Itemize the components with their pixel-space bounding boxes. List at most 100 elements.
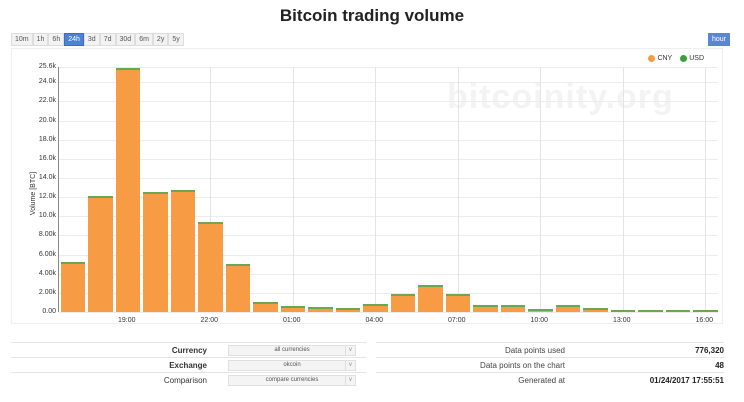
bar-14:00[interactable] bbox=[638, 310, 663, 312]
bar-06:00[interactable] bbox=[418, 284, 443, 312]
bar-16:00[interactable] bbox=[693, 310, 718, 312]
bar-17:00[interactable] bbox=[60, 261, 85, 312]
select-value: all currencies bbox=[274, 347, 310, 353]
chart-legend: CNY USD bbox=[648, 55, 704, 62]
range-button-24h[interactable]: 24h bbox=[64, 33, 84, 46]
gridline bbox=[59, 235, 718, 237]
interval-button[interactable]: hour bbox=[707, 33, 730, 46]
bar-04:00[interactable] bbox=[363, 303, 388, 312]
x-tick-label: 01:00 bbox=[282, 317, 301, 324]
bar-11:00[interactable] bbox=[555, 304, 580, 312]
watermark: bitcoinity.org bbox=[447, 78, 674, 116]
control-label: Comparison bbox=[163, 376, 207, 385]
chart-container bbox=[11, 48, 723, 324]
gridline bbox=[59, 254, 718, 256]
gridline bbox=[59, 139, 718, 141]
y-tick-label: 4.00k bbox=[38, 269, 56, 277]
gridline bbox=[59, 292, 718, 294]
legend-item-cny[interactable]: CNY bbox=[648, 55, 672, 62]
bar-23:00[interactable] bbox=[225, 264, 250, 312]
info-key: Data points used bbox=[504, 346, 565, 355]
info-row: Data points used 776,320 bbox=[376, 342, 724, 357]
control-row-currency: Currency all currencies ∨ bbox=[11, 342, 366, 357]
y-tick-label: 12.0k bbox=[38, 193, 56, 201]
range-button-6h[interactable]: 6h bbox=[48, 33, 65, 46]
select-value: okcoin bbox=[283, 362, 301, 368]
range-button-10m[interactable]: 10m bbox=[11, 33, 33, 46]
control-row-exchange: Exchange okcoin ∨ bbox=[11, 357, 366, 372]
gridline bbox=[59, 101, 718, 103]
bar-03:00[interactable] bbox=[335, 308, 360, 312]
info-value: 776,320 bbox=[695, 346, 724, 355]
bar-21:00[interactable] bbox=[170, 189, 195, 312]
y-tick-label: 24.0k bbox=[38, 78, 56, 86]
bar-05:00[interactable] bbox=[390, 293, 415, 312]
control-label: Exchange bbox=[169, 361, 207, 370]
bar-09:00[interactable] bbox=[500, 304, 525, 312]
bar-01:00[interactable] bbox=[280, 305, 305, 312]
comparison-select[interactable]: compare currencies ∨ bbox=[228, 375, 356, 386]
x-tick-label: 04:00 bbox=[365, 317, 384, 324]
y-tick-label: 6.00k bbox=[38, 250, 56, 258]
chevron-down-icon[interactable]: ∨ bbox=[345, 346, 355, 355]
bar-19:00[interactable] bbox=[115, 68, 140, 312]
vertical-gridline bbox=[622, 67, 624, 312]
legend-dot-icon bbox=[680, 55, 688, 62]
y-tick-label: 20.0k bbox=[38, 116, 56, 124]
gridline bbox=[59, 273, 718, 275]
x-tick-label: 10:00 bbox=[530, 317, 549, 324]
bar-10:00[interactable] bbox=[528, 308, 553, 312]
range-button-3d[interactable]: 3d bbox=[83, 33, 100, 46]
chevron-down-icon[interactable]: ∨ bbox=[345, 361, 355, 370]
gridline bbox=[59, 197, 718, 199]
bar-08:00[interactable] bbox=[473, 304, 498, 312]
x-tick-label: 16:00 bbox=[695, 317, 714, 324]
y-tick-label: 0.00 bbox=[42, 308, 56, 315]
gridline bbox=[59, 82, 718, 84]
gridline bbox=[59, 67, 718, 68]
x-tick-label: 13:00 bbox=[612, 317, 631, 324]
range-button-7d[interactable]: 7d bbox=[99, 33, 116, 46]
y-tick-label: 22.0k bbox=[38, 97, 56, 105]
range-button-1h[interactable]: 1h bbox=[32, 33, 49, 46]
legend-dot-icon bbox=[648, 55, 656, 62]
range-button-6m[interactable]: 6m bbox=[135, 33, 153, 46]
legend-item-usd[interactable]: USD bbox=[680, 55, 704, 62]
vertical-gridline bbox=[705, 67, 707, 312]
bar-18:00[interactable] bbox=[88, 195, 113, 312]
bar-00:00[interactable] bbox=[253, 302, 278, 312]
gridline bbox=[59, 120, 718, 122]
exchange-select[interactable]: okcoin ∨ bbox=[228, 360, 356, 371]
bar-12:00[interactable] bbox=[583, 308, 608, 312]
chevron-down-icon[interactable]: ∨ bbox=[345, 376, 355, 385]
gridline bbox=[59, 178, 718, 180]
vertical-gridline bbox=[540, 67, 542, 312]
bar-02:00[interactable] bbox=[308, 307, 333, 312]
bar-20:00[interactable] bbox=[143, 191, 168, 312]
legend-label: USD bbox=[689, 55, 704, 62]
bar-07:00[interactable] bbox=[445, 293, 470, 312]
x-tick-label: 07:00 bbox=[447, 317, 466, 324]
x-tick-label: 22:00 bbox=[200, 317, 219, 324]
range-selector: 10m 1h 6h 24h 3d 7d 30d 6m 2y 5y bbox=[11, 33, 184, 46]
info-row: Generated at 01/24/2017 17:55:51 bbox=[376, 372, 724, 387]
control-label: Currency bbox=[171, 346, 207, 355]
chart-title: Bitcoin trading volume bbox=[279, 6, 465, 25]
info-key: Generated at bbox=[518, 376, 565, 385]
range-button-5y[interactable]: 5y bbox=[168, 33, 184, 46]
currency-select[interactable]: all currencies ∨ bbox=[228, 345, 356, 356]
gridline bbox=[59, 158, 718, 160]
range-button-30d[interactable]: 30d bbox=[115, 33, 136, 46]
range-button-2y[interactable]: 2y bbox=[152, 33, 169, 46]
y-tick-label: 16.0k bbox=[38, 154, 56, 162]
control-row-comparison: Comparison compare currencies ∨ bbox=[11, 372, 366, 387]
y-tick-label: 25.6k bbox=[38, 63, 56, 70]
gridline bbox=[59, 216, 718, 218]
y-tick-label: 14.0k bbox=[38, 174, 56, 182]
info-key: Data points on the chart bbox=[480, 361, 565, 370]
y-tick-label: 18.0k bbox=[38, 135, 56, 143]
bar-22:00[interactable] bbox=[198, 222, 223, 312]
bar-15:00[interactable] bbox=[665, 310, 690, 312]
bar-13:00[interactable] bbox=[610, 310, 635, 312]
y-tick-label: 10.0k bbox=[38, 212, 56, 220]
